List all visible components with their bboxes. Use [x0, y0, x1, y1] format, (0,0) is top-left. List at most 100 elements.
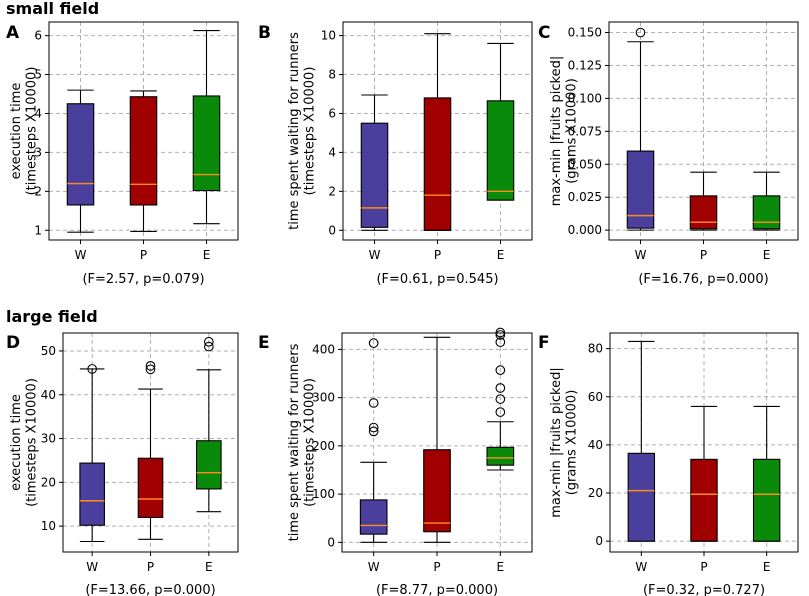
y-axis-label-line: (grams X10000) [565, 78, 580, 184]
axes-frame [48, 21, 239, 241]
section-title-small-field: small field [6, 0, 99, 18]
box-P [690, 405, 718, 542]
x-tick-label-P: P [700, 248, 707, 262]
y-axis-label-line: max-min |fruits picked| [549, 367, 564, 518]
y-tick-label: 30 [41, 432, 56, 446]
panel-letter-A: A [6, 23, 20, 43]
box-body [360, 122, 389, 228]
y-tick-label: 2 [34, 184, 42, 198]
box-body [689, 195, 718, 230]
box-body [627, 452, 656, 542]
box-W [626, 27, 655, 231]
y-axis-label-line: (timesteps X10000) [25, 378, 40, 507]
y-axis-label-line: (timesteps X10000) [303, 378, 318, 507]
anova-stat-text: (F=0.32, p=0.727) [643, 583, 765, 596]
axes-frame [342, 21, 533, 241]
y-tick-label: 8 [328, 68, 336, 82]
y-tick-label: 0.150 [568, 26, 602, 40]
y-tick-label: 4 [328, 145, 336, 159]
x-tick-label-P: P [433, 560, 440, 574]
y-tick-label: 400 [312, 342, 335, 356]
y-tick-label: 0 [327, 535, 335, 549]
x-tick-label-E: E [763, 248, 771, 262]
y-tick-label: 50 [41, 344, 56, 358]
box-E [486, 327, 515, 471]
y-axis-label: execution time(timesteps X10000) [9, 67, 40, 196]
y-tick-label: 20 [588, 486, 603, 500]
y-tick-label: 2 [328, 184, 336, 198]
axes-frame [341, 332, 533, 553]
x-tick-label-E: E [497, 248, 505, 262]
box-body [626, 150, 655, 229]
box-P [137, 361, 164, 540]
outlier-point [368, 426, 379, 437]
axes-frame [609, 332, 799, 553]
x-tick-label-W: W [75, 248, 87, 262]
panel-C: C 0.000 0.025 0.050 0.075 0.100 0.125 0.150 W P Em… [538, 21, 799, 287]
y-tick-label: 3 [34, 145, 42, 159]
box-body [486, 446, 515, 466]
x-tick-label-W: W [635, 560, 647, 574]
y-axis-label: time spent waiting for runners(timesteps… [287, 32, 318, 230]
box-P [689, 171, 718, 231]
y-axis-label: max-min |fruits picked|(grams X10000) [549, 367, 580, 518]
box-E [752, 405, 781, 542]
panel-letter-C: C [538, 23, 550, 43]
outlier-point [495, 394, 506, 404]
outlier-point [368, 422, 379, 433]
box-W [79, 364, 105, 543]
y-axis-label-line: time spent waiting for runners [287, 32, 302, 230]
y-axis-label-line: time spent waiting for runners [287, 343, 302, 541]
y-tick-label: 100 [312, 487, 335, 501]
outlier-point [495, 365, 506, 375]
box-body [752, 458, 781, 542]
y-tick-label: 1 [34, 223, 42, 237]
anova-stat-text: (F=13.66, p=0.000) [85, 583, 215, 596]
y-axis-label-line: execution time [9, 83, 24, 180]
y-axis-label-line: max-min |fruits picked| [549, 56, 564, 207]
box-W [66, 89, 95, 233]
axes-frame [608, 21, 799, 241]
box-body [423, 97, 452, 231]
anova-stat-text: (F=16.76, p=0.000) [638, 272, 768, 287]
x-tick-label-P: P [147, 560, 154, 574]
box-body [129, 96, 158, 206]
box-P [129, 90, 158, 232]
box-W [627, 340, 656, 542]
y-tick-label: 200 [312, 439, 335, 453]
y-tick-label: 0.100 [568, 91, 602, 105]
x-tick-label-P: P [140, 248, 147, 262]
x-tick-label-E: E [763, 560, 771, 574]
y-tick-label: 6 [328, 106, 336, 120]
y-tick-label: 60 [588, 390, 603, 404]
y-tick-label: 0.050 [568, 157, 602, 171]
y-tick-label: 10 [41, 519, 56, 533]
outlier-point [368, 338, 379, 348]
y-tick-label: 20 [41, 475, 56, 489]
y-tick-label: 0.125 [568, 58, 602, 72]
y-axis-label: max-min |fruits picked|(grams X10000) [549, 56, 580, 207]
x-tick-label-W: W [368, 560, 380, 574]
outlier-point [495, 330, 506, 340]
box-body [137, 457, 164, 518]
outlier-point [368, 398, 379, 408]
box-W [360, 94, 389, 231]
y-tick-label: 4 [34, 106, 42, 120]
panel-letter-E: E [258, 333, 270, 353]
y-tick-label: 300 [312, 391, 335, 405]
y-tick-label: 6 [34, 29, 42, 43]
box-P [423, 33, 452, 231]
section-title-large-field: large field [6, 307, 98, 326]
outlier-point [495, 407, 506, 417]
x-tick-label-W: W [369, 248, 381, 262]
outlier-point [203, 341, 214, 352]
x-tick-label-E: E [497, 560, 505, 574]
box-body [690, 458, 718, 542]
y-axis-label: execution time(timesteps X10000) [9, 378, 40, 507]
